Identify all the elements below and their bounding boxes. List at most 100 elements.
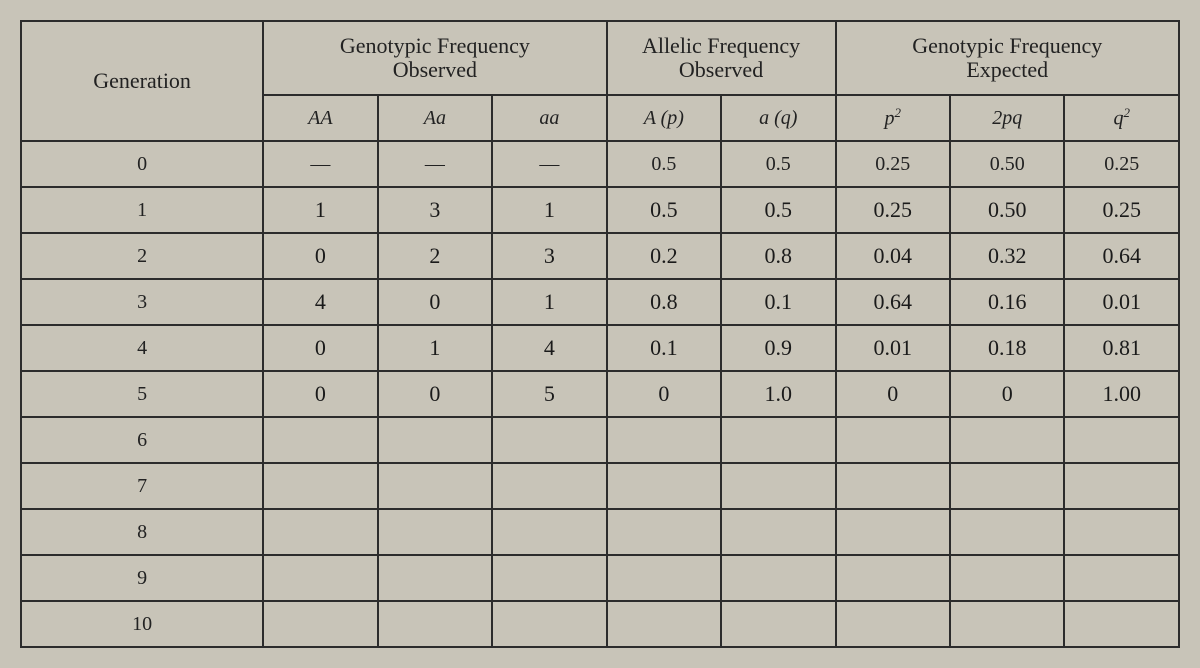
data-cell: 0 [950,371,1064,417]
data-cell: 0.25 [836,187,950,233]
data-cell: 1 [378,325,492,371]
data-cell [1064,509,1179,555]
col-A-p: A (p) [607,95,721,141]
data-cell: 0.50 [950,141,1064,187]
table-row: 500501.0001.00 [21,371,1179,417]
generation-cell: 9 [21,555,263,601]
data-cell [950,601,1064,647]
data-cell: 0.16 [950,279,1064,325]
data-cell [607,601,721,647]
data-cell [836,417,950,463]
generation-cell: 3 [21,279,263,325]
data-cell: 3 [492,233,607,279]
data-cell [721,463,835,509]
data-cell: 1 [263,187,377,233]
table-row: 8 [21,509,1179,555]
data-cell [1064,417,1179,463]
data-cell [492,463,607,509]
data-cell [950,555,1064,601]
generation-cell: 1 [21,187,263,233]
data-cell [836,601,950,647]
data-cell: 0.50 [950,187,1064,233]
data-cell: 0.25 [836,141,950,187]
data-cell: 1.00 [1064,371,1179,417]
data-cell [378,417,492,463]
data-cell: 0.81 [1064,325,1179,371]
table-row: 11310.50.50.250.500.25 [21,187,1179,233]
data-cell: 0.8 [607,279,721,325]
generation-cell: 7 [21,463,263,509]
data-cell [607,555,721,601]
col-Aa: Aa [378,95,492,141]
data-cell: 2 [378,233,492,279]
generation-header: Generation [21,21,263,141]
table-row: 10 [21,601,1179,647]
worksheet-table-container: Generation Genotypic FrequencyObserved A… [20,20,1180,648]
data-cell [950,417,1064,463]
data-cell [263,509,377,555]
data-cell [1064,463,1179,509]
data-cell [492,509,607,555]
data-cell [836,463,950,509]
data-cell: 0 [263,233,377,279]
data-cell: 0.1 [721,279,835,325]
data-cell [263,463,377,509]
data-cell: 0.8 [721,233,835,279]
data-cell: 0.25 [1064,141,1179,187]
data-cell [607,417,721,463]
table-row: 0———0.50.50.250.500.25 [21,141,1179,187]
data-cell: 1 [492,187,607,233]
generation-cell: 10 [21,601,263,647]
table-row: 40140.10.90.010.180.81 [21,325,1179,371]
data-cell [378,463,492,509]
data-cell [950,509,1064,555]
data-cell: 0.5 [721,141,835,187]
table-row: 7 [21,463,1179,509]
col-q2: q2 [1064,95,1179,141]
data-cell [378,555,492,601]
data-cell: 0 [263,325,377,371]
data-cell: 3 [378,187,492,233]
col-p2: p2 [836,95,950,141]
data-cell: 0.5 [607,141,721,187]
generation-cell: 0 [21,141,263,187]
data-cell [721,509,835,555]
data-cell: 4 [492,325,607,371]
data-cell: 0.64 [1064,233,1179,279]
group-header-row: Generation Genotypic FrequencyObserved A… [21,21,1179,95]
data-cell: 0.5 [607,187,721,233]
data-cell: 1.0 [721,371,835,417]
data-cell [721,601,835,647]
data-cell [1064,601,1179,647]
group-header-allelic-observed: Allelic FrequencyObserved [607,21,836,95]
data-cell: 0.01 [836,325,950,371]
col-2pq: 2pq [950,95,1064,141]
data-cell [378,601,492,647]
data-cell: — [492,141,607,187]
generation-cell: 2 [21,233,263,279]
data-cell [492,417,607,463]
generation-cell: 5 [21,371,263,417]
data-cell: 0.01 [1064,279,1179,325]
data-cell [263,417,377,463]
data-cell: — [378,141,492,187]
col-aa: aa [492,95,607,141]
table-row: 6 [21,417,1179,463]
data-cell: 0 [263,371,377,417]
data-cell: 1 [492,279,607,325]
data-cell [1064,555,1179,601]
table-row: 9 [21,555,1179,601]
generation-cell: 8 [21,509,263,555]
data-cell: 0 [607,371,721,417]
data-cell: 0.1 [607,325,721,371]
data-cell: 5 [492,371,607,417]
data-cell: 0 [378,371,492,417]
data-cell: 0.5 [721,187,835,233]
generation-cell: 6 [21,417,263,463]
data-cell: 0 [836,371,950,417]
data-cell [378,509,492,555]
data-cell: 0.18 [950,325,1064,371]
data-cell: 4 [263,279,377,325]
col-AA: AA [263,95,377,141]
data-cell [263,555,377,601]
